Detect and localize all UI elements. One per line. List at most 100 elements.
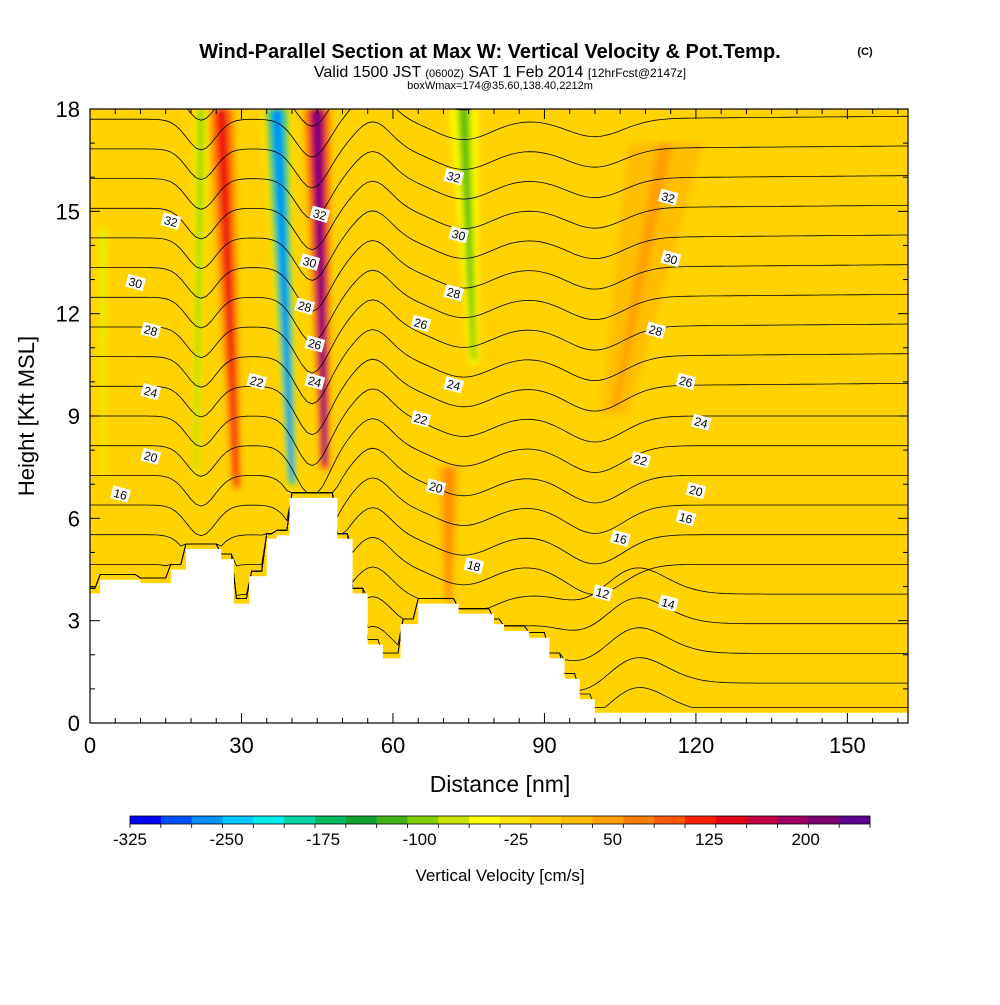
w-feature [206,109,242,492]
isentrope-label-bg [685,481,707,500]
colorbar-swatch [284,816,316,824]
isentrope-label-bg [160,212,182,230]
isentrope-label: 28 [443,284,465,302]
chart-title: Wind-Parallel Section at Max W: Vertical… [199,41,780,63]
isentrope-label: 30 [660,250,682,268]
isentrope-label-text: 16 [678,510,695,527]
x-tick-label: 90 [532,733,556,758]
utc-time: (0600Z) [425,68,464,80]
isentrope-line [90,151,908,220]
w-contour-band [612,143,674,410]
isentrope-labels: 32 30 28 24 20 16 22 32 30 28 26 24 32 30 28 26 24 22 20 18… [110,168,712,612]
isentrope-label: 26 [410,314,432,332]
isentrope-label: 22 [246,372,268,390]
colorbar-swatch [222,816,254,824]
isentrope-label-bg [443,284,465,302]
colorbar-swatch [160,816,192,824]
isentrope-label: 20 [425,478,447,496]
isentrope-label: 26 [675,372,697,391]
isentrope-label: 26 [304,335,326,353]
w-feature [433,467,464,604]
x-tick-label: 60 [381,733,405,758]
isentrope-label-text: 22 [412,411,429,428]
isentrope-label: 14 [657,594,679,612]
isentrope-label-text: 20 [428,479,445,496]
isentrope-label-bg [294,297,316,315]
isentrope-label: 28 [645,321,667,339]
colorbar-tick-label: -250 [210,830,244,849]
isentrope-label: 16 [110,485,131,503]
y-tick-label: 3 [68,609,80,634]
isentrope-line [90,210,908,281]
isentrope-label-text: 24 [693,414,710,431]
copyright-mark: (C) [857,46,873,58]
isentrope-label-text: 24 [306,373,323,390]
isentrope-label-text: 32 [163,213,180,230]
isentrope-label: 24 [690,413,712,431]
isentrope-label: 22 [630,451,651,469]
colorbar: -325 -250 -175 -100 -25 50 125 200 [113,815,871,849]
x-tick-label: 0 [84,733,96,758]
w-contour-band [195,109,203,469]
isentrope-label-text: 24 [445,377,462,394]
isentrope-label-bg [463,557,485,575]
isentrope-line [90,418,908,494]
isentrope-label-bg [675,372,697,391]
colorbar-tick-label: -25 [504,830,529,849]
isentrope-label: 22 [410,410,432,428]
isentrope-label-text: 32 [445,169,462,186]
valid-time: Valid 1500 JST [314,64,422,81]
isentrope-line [90,240,908,312]
isentropes [90,109,908,708]
axes: 0 30 60 90 120 150 0 3 6 9 12 15 18 [56,97,908,758]
plot-area: 32 30 28 24 20 16 22 32 30 28 26 24 32 30 28 26 24 22 20 18… [90,109,908,723]
colorbar-swatch [654,816,686,824]
isentrope-label-text: 32 [660,189,677,206]
isentrope-label-bg [690,413,712,431]
isentrope-line [90,388,908,467]
terrain [90,497,908,723]
chart-subtitle: Valid 1500 JST (0600Z) SAT 1 Feb 2014 [1… [314,64,686,81]
isentrope-label-bg [309,205,331,223]
w-contour-band [314,109,326,462]
isentrope-label-bg [443,376,465,394]
colorbar-swatch [808,816,840,824]
w-feature [97,228,108,478]
isentrope-label: 32 [657,188,679,206]
isentrope-label-bg [140,383,162,401]
isentrope-label-bg [609,529,631,547]
isentrope-label: 32 [309,205,331,223]
isentrope-label-text: 22 [632,452,649,469]
isentrope-label: 20 [140,447,162,465]
y-tick-label: 15 [56,199,80,224]
isentrope-label-bg [443,168,465,186]
forecast-info: [12hrFcst@2147z] [588,66,686,80]
isentrope-label: 24 [443,376,465,394]
isentrope-line [90,329,908,405]
isentrope-label-text: 28 [647,322,664,339]
isentrope-label: 32 [443,168,465,186]
isentrope-label-text: 28 [445,285,462,302]
isentrope-line [90,269,908,343]
colorbar-swatch [130,816,162,824]
isentrope-label: 28 [294,297,316,315]
colorbar-swatch [839,816,871,824]
box-wmax-info: boxWmax=174@35.60,138.40,2212m [407,80,593,92]
w-contour-band [101,228,104,472]
w-contour-band [445,467,452,601]
isentrope-label-text: 30 [662,251,679,268]
isentrope-label: 30 [299,253,321,271]
y-tick-label: 9 [68,404,80,429]
isentrope-label-text: 16 [112,486,129,503]
w-contour-band [218,109,238,482]
isentrope-label: 16 [609,529,631,547]
colorbar-swatch [777,816,809,824]
isentrope-label-bg [304,372,326,391]
isentrope-label-text: 18 [466,558,483,575]
isentrope-label: 18 [463,557,485,575]
isentrope-line [90,299,908,374]
isentrope-label-text: 26 [412,315,429,332]
isentrope-label: 30 [125,273,146,292]
